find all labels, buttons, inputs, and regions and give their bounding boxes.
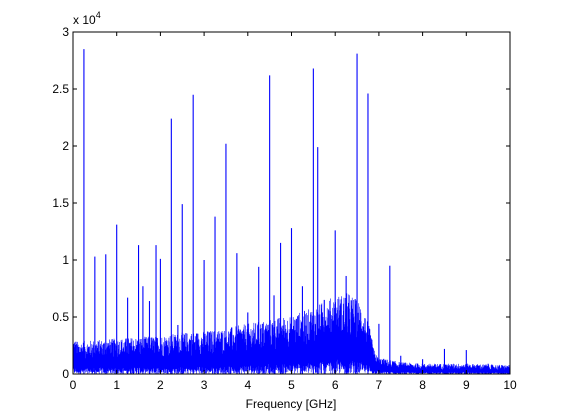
x-tick-label: 10 (503, 378, 517, 392)
x-tick-label: 0 (70, 378, 77, 392)
x-tick-label: 8 (419, 378, 426, 392)
y-tick-label: 1.5 (52, 196, 69, 210)
y-exponent-label: x 104 (73, 10, 101, 27)
spectrum-layer (72, 49, 511, 374)
x-tick-label: 7 (376, 378, 383, 392)
x-tick-label: 9 (463, 378, 470, 392)
y-tick-label: 2.5 (52, 82, 69, 96)
y-tick-label: 3 (62, 25, 69, 39)
x-tick-label: 2 (157, 378, 164, 392)
y-tick-label: 2 (62, 139, 69, 153)
x-tick-label: 4 (244, 378, 251, 392)
x-tick-label: 5 (288, 378, 295, 392)
y-exponent-base: x 10 (73, 13, 96, 27)
y-axis: 0 0.5 1 1.5 2 2.5 3 (52, 25, 510, 381)
x-tick-label: 6 (332, 378, 339, 392)
x-tick-label: 1 (113, 378, 120, 392)
y-exponent-power: 4 (96, 10, 101, 20)
y-tick-label: 0.5 (52, 310, 69, 324)
x-axis-label: Frequency [GHz] (246, 397, 337, 411)
x-axis: 0 1 2 3 4 5 6 7 8 9 10 (70, 32, 517, 392)
x-tick-label: 3 (201, 378, 208, 392)
y-tick-label: 1 (62, 253, 69, 267)
y-tick-label: 0 (62, 367, 69, 381)
